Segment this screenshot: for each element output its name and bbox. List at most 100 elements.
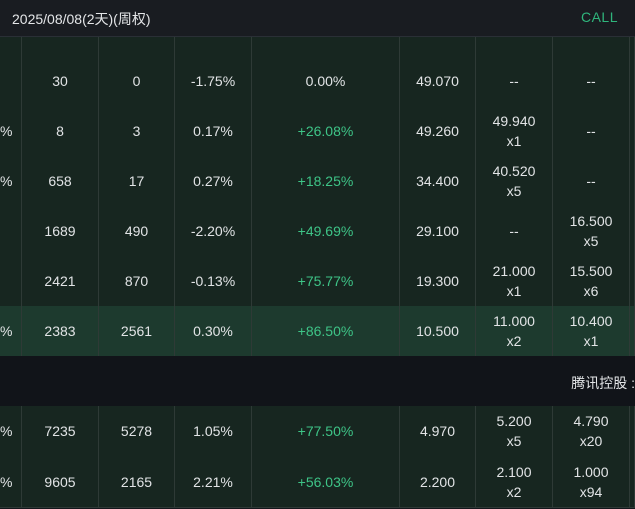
open-interest-cell: 3 bbox=[99, 106, 175, 156]
change-cell-text: -1.75% bbox=[190, 73, 236, 89]
ask-cell-text: -- bbox=[586, 73, 596, 89]
bid-cell: 2.100 x2 bbox=[476, 456, 553, 507]
ask-cell-text: x6 bbox=[583, 283, 599, 299]
premium-pct-cell-text: +77.50% bbox=[297, 423, 354, 439]
open-interest-cell-text: 17 bbox=[128, 173, 145, 189]
bid-cell-text: 49.940 bbox=[492, 113, 536, 129]
ask-cell-text: 10.400 bbox=[569, 313, 613, 329]
table-row[interactable]: 30 0 -1.75% 0.00% 49.070 -- -- bbox=[0, 56, 635, 107]
overflow-cell bbox=[630, 406, 635, 456]
volume-cell: 7235 bbox=[22, 406, 99, 456]
volume-cell: 658 bbox=[22, 156, 99, 206]
table-row[interactable]: % 8 3 0.17% +26.08% 49.260 49.940 x1 -- bbox=[0, 106, 635, 157]
volume-cell-text: 2383 bbox=[44, 323, 76, 339]
bid-cell-text: x2 bbox=[506, 483, 522, 500]
overflow-cell bbox=[630, 106, 635, 156]
change-cell: 0.30% bbox=[175, 306, 252, 356]
premium-pct-cell-text: +86.50% bbox=[297, 323, 354, 339]
open-interest-cell: 17 bbox=[99, 156, 175, 206]
ask-cell: -- bbox=[553, 156, 630, 206]
underlying-label[interactable]: 腾讯控股 : bbox=[571, 375, 635, 391]
ask-cell-text: x5 bbox=[583, 233, 599, 249]
bid-cell: 21.000 x1 bbox=[476, 256, 553, 306]
overflow-cell bbox=[630, 56, 635, 106]
premium-pct-cell-text: +75.77% bbox=[297, 273, 354, 289]
open-interest-cell: 490 bbox=[99, 206, 175, 256]
table-row[interactable]: % 7235 5278 1.05% +77.50% 4.970 5.200 x5 4.790 x2… bbox=[0, 406, 635, 457]
volume-cell-text: 658 bbox=[48, 173, 72, 189]
overflow-cell bbox=[630, 256, 635, 306]
change-pct-cell-text: % bbox=[0, 323, 13, 339]
strike-cell: 34.400 bbox=[400, 156, 476, 206]
open-interest-cell-text: 3 bbox=[132, 123, 141, 139]
open-interest-cell: 2165 bbox=[99, 456, 175, 507]
bid-cell: 11.000 x2 bbox=[476, 306, 553, 356]
premium-pct-cell-text: +26.08% bbox=[297, 123, 354, 139]
bid-cell-text: x1 bbox=[506, 133, 522, 149]
underlying-separator: 腾讯控股 : bbox=[0, 356, 635, 407]
table-row[interactable]: 2421 870 -0.13% +75.77% 19.300 21.000 x1 15.500… bbox=[0, 256, 635, 307]
table-row[interactable]: 1689 490 -2.20% +49.69% 29.100 -- 16.500 x5 bbox=[0, 206, 635, 257]
expiry-title[interactable]: 2025/08/08(2天)(周权) bbox=[12, 11, 151, 27]
premium-pct-cell-text: 0.00% bbox=[306, 37, 346, 41]
ask-cell-text: x94 bbox=[579, 483, 603, 500]
ask-cell: 4.790 x20 bbox=[553, 406, 630, 456]
premium-pct-cell: 0.00% bbox=[252, 37, 400, 56]
table-row[interactable]: % 658 17 0.27% +18.25% 34.400 40.520 x5 -- bbox=[0, 156, 635, 207]
volume-cell-text: 7235 bbox=[44, 423, 76, 439]
ask-cell-text: 15.500 bbox=[569, 263, 613, 279]
ask-cell-text: x20 bbox=[579, 433, 603, 449]
premium-pct-cell-text: +56.03% bbox=[297, 473, 354, 490]
table-row[interactable]: 2 0 -0.14% 0.00% 50.070 x2 bbox=[0, 37, 635, 57]
bid-cell: -- bbox=[476, 206, 553, 256]
open-interest-cell: 2561 bbox=[99, 306, 175, 356]
ask-cell: 1.000 x94 bbox=[553, 456, 630, 507]
bid-cell-text: 11.000 bbox=[493, 313, 535, 329]
volume-cell-text: 8 bbox=[56, 123, 64, 139]
volume-cell-text: 30 bbox=[52, 73, 68, 89]
open-interest-cell-text: 2561 bbox=[120, 323, 153, 339]
bid-cell-text: 2.100 bbox=[496, 463, 532, 480]
strike-cell: 29.100 bbox=[400, 206, 476, 256]
change-pct-cell: % bbox=[0, 306, 22, 356]
premium-pct-cell: +75.77% bbox=[252, 256, 400, 306]
ask-cell-text: x1 bbox=[583, 333, 599, 349]
overflow-cell bbox=[630, 206, 635, 256]
change-pct-cell-text: % bbox=[0, 123, 13, 139]
volume-cell: 2421 bbox=[22, 256, 99, 306]
change-pct-cell bbox=[0, 37, 22, 56]
ask-cell: 10.400 x1 bbox=[553, 306, 630, 356]
ask-cell: 16.500 x5 bbox=[553, 206, 630, 256]
ask-cell-text: x2 bbox=[584, 37, 599, 41]
change-pct-cell: % bbox=[0, 406, 22, 456]
premium-pct-cell: +77.50% bbox=[252, 406, 400, 456]
call-label[interactable]: CALL bbox=[580, 9, 618, 25]
change-cell-text: -0.14% bbox=[191, 37, 235, 41]
strike-cell: 49.260 bbox=[400, 106, 476, 156]
premium-pct-cell: +18.25% bbox=[252, 156, 400, 206]
table-row[interactable]: % 9605 2165 2.21% +56.03% 2.200 2.100 x2 1.000 x9… bbox=[0, 456, 635, 508]
bid-cell: 40.520 x5 bbox=[476, 156, 553, 206]
strike-cell-text: 29.100 bbox=[416, 223, 459, 239]
open-interest-cell-text: 490 bbox=[124, 223, 149, 239]
change-cell: 0.17% bbox=[175, 106, 252, 156]
volume-cell: 8 bbox=[22, 106, 99, 156]
change-cell-text: -2.20% bbox=[190, 223, 236, 239]
bid-cell-text: 40.520 bbox=[492, 163, 536, 179]
change-pct-cell: % bbox=[0, 156, 22, 206]
open-interest-cell-text: 870 bbox=[124, 273, 149, 289]
volume-cell: 9605 bbox=[22, 456, 99, 507]
table-row[interactable]: % 2383 2561 0.30% +86.50% 10.500 11.000 x2 10.40… bbox=[0, 306, 635, 357]
change-cell-text: 0.30% bbox=[193, 323, 233, 339]
premium-pct-cell-text: +49.69% bbox=[297, 223, 354, 239]
open-interest-cell: 0 bbox=[99, 56, 175, 106]
open-interest-cell: 0 bbox=[99, 37, 175, 56]
change-cell-text: 2.21% bbox=[193, 473, 233, 490]
strike-cell-text: 19.300 bbox=[416, 273, 459, 289]
strike-cell: 4.970 bbox=[400, 406, 476, 456]
strike-cell: 2.200 bbox=[400, 456, 476, 507]
strike-cell-text: 2.200 bbox=[419, 473, 456, 490]
change-pct-cell bbox=[0, 256, 22, 306]
ask-cell: x2 bbox=[553, 37, 630, 56]
volume-cell: 2383 bbox=[22, 306, 99, 356]
